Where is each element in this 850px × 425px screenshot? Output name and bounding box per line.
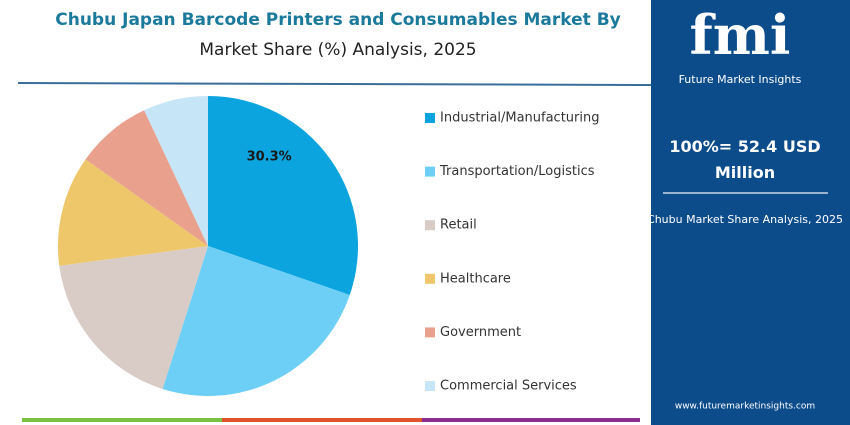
title-rule (17, 82, 652, 86)
legend-label: Government (440, 325, 521, 340)
legend-label: Healthcare (440, 271, 511, 286)
pie-slice (162, 246, 350, 397)
chart-subtitle: Market Share (%) Analysis, 2025 (199, 40, 476, 60)
legend-swatch (425, 166, 435, 177)
legend-swatch (425, 273, 435, 284)
caption: Chubu Market Share Analysis, 2025 (647, 213, 843, 226)
data-label: 30.3% (247, 149, 292, 164)
pie-slice (85, 110, 208, 246)
legend-swatch (425, 327, 435, 338)
total-label: 100%= 52.4 USD Million (669, 137, 820, 182)
chart-title: Chubu Japan Barcode Printers and Consuma… (55, 10, 621, 30)
legend-label: Industrial/Manufacturing (440, 111, 600, 126)
logo: fmi (690, 3, 791, 67)
pie-slice (144, 96, 208, 246)
legend-swatch (425, 113, 435, 123)
pie-slice (57, 159, 208, 266)
legend-swatch (425, 220, 435, 231)
sidebar-bg (651, 0, 850, 425)
brand: Future Market Insights (679, 73, 802, 86)
pie-slice (208, 96, 359, 296)
legend-swatch (425, 381, 435, 391)
website: www.futuremarketinsights.com (675, 402, 815, 412)
pie-slice (59, 246, 208, 389)
legend-label: Transportation/Logistics (439, 164, 595, 179)
legend-label: Retail (440, 218, 477, 233)
legend-label: Commercial Services (440, 379, 577, 394)
